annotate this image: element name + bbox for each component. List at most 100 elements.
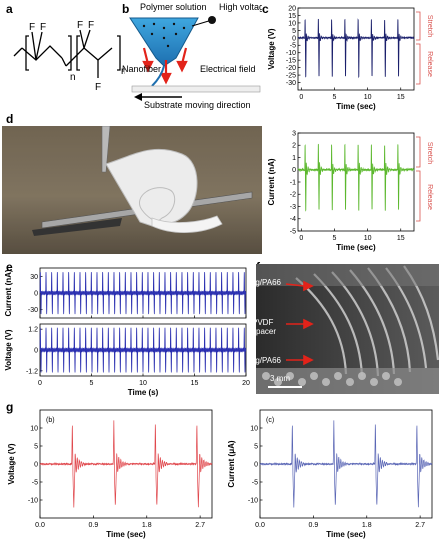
atom-f-1: F	[29, 22, 35, 33]
label-electrical-field: Electrical field	[200, 64, 256, 74]
g_left-inset-label: (b)	[46, 417, 55, 424]
atom-f-4: F	[88, 20, 94, 31]
c-bottom-bracket-release	[416, 170, 421, 222]
c_top-ytick-label: 5	[292, 28, 296, 35]
c_bottom-xtick-label: 10	[364, 235, 372, 242]
e_bottom-ytick-label: -1.2	[26, 368, 38, 375]
c_top-ytick-label: -10	[286, 50, 296, 57]
panel-label-d: d	[6, 112, 14, 126]
panel-label-g: g	[6, 400, 14, 414]
c-top-series-line	[297, 18, 415, 79]
e_bottom-ytick-label: 0	[34, 347, 38, 354]
c-bottom-annot-release: Release	[426, 184, 433, 210]
c_bottom-ytick-label: -4	[290, 216, 296, 223]
c_top-ytick-label: -15	[286, 58, 296, 65]
c_bottom-ytick-label: 0	[292, 167, 296, 174]
atom-f-2: F	[40, 22, 46, 33]
c_bottom-ytick-label: 1	[292, 155, 296, 162]
c_bottom-ytick-label: 3	[292, 130, 296, 137]
chart-g-current: -10 -5 0 5 10 0.0 0.9 1.8 2.7 Time (sec) Current (…	[227, 409, 433, 539]
c_top-xlabel: Time (sec)	[336, 102, 376, 111]
e_bottom-xtick-label: 15	[191, 380, 199, 387]
e_top-ylabel: Current (nA)	[4, 269, 13, 316]
panel-label-c: c	[262, 2, 269, 16]
c-bottom-annot-stretch: Stretch	[426, 142, 433, 164]
c-top-annot-release: Release	[426, 51, 433, 77]
c_bottom-xlabel: Time (sec)	[336, 243, 376, 252]
e_bottom-ytick-label: 1.2	[28, 327, 38, 334]
g_left-ytick-label: -5	[32, 479, 38, 486]
chart-g-voltage: -10 -5 0 5 10 0.0 0.9 1.8 2.7 Time (sec) Voltage (…	[7, 409, 213, 539]
panel-label-a: a	[6, 2, 13, 16]
c_bottom-xtick-label: 0	[299, 235, 303, 242]
e_bottom-xlabel: Time (s)	[128, 388, 159, 397]
e_bottom-ylabel: Voltage (V)	[4, 329, 13, 371]
g_right-series-line	[259, 420, 433, 508]
c_top-xtick-label: 0	[299, 94, 303, 101]
c_top-ytick-label: -30	[286, 80, 296, 87]
label-high-voltage-1: High voltage	[219, 2, 262, 12]
c_bottom-ytick-label: -2	[290, 192, 296, 199]
c_bottom-xtick-label: 15	[397, 235, 405, 242]
photo-film-on-forceps	[2, 126, 262, 254]
c_top-ytick-label: -5	[290, 43, 296, 50]
sem-scale-label: 3 mm	[270, 374, 290, 383]
g_right-xtick-label: 2.7	[415, 522, 425, 529]
g_right-ylabel: Current (μA)	[227, 440, 236, 487]
g_left-xlabel: Time (sec)	[106, 530, 146, 539]
g_right-ytick-label: 0	[254, 461, 258, 468]
sem-label-pvdf: PVDF	[256, 318, 274, 327]
pvdf-structure-diagram: F F F F F n m	[13, 20, 125, 93]
c_top-ytick-label: -25	[286, 73, 296, 80]
electrode-dot	[208, 16, 216, 24]
e_top-ytick-label: -30	[28, 307, 38, 314]
sem-label-spacer: spacer	[256, 327, 277, 336]
c_top-xtick-label: 15	[397, 94, 405, 101]
label-polymer-solution: Polymer solution	[140, 2, 207, 12]
c_bottom-xtick-label: 5	[333, 235, 337, 242]
c_top-ytick-label: 10	[288, 20, 296, 27]
c_top-ytick-label: 15	[288, 13, 296, 20]
e_bottom-xtick-label: 20	[242, 380, 250, 387]
g_left-xtick-label: 1.8	[142, 522, 152, 529]
sem-label-top: Ag/PA66	[256, 278, 281, 287]
e_bottom-xtick-label: 10	[139, 380, 147, 387]
e_top-ytick-label: 0	[34, 290, 38, 297]
subscript-n: n	[70, 72, 76, 83]
c_bottom-ylabel: Current (nA)	[267, 158, 276, 205]
sem-image: Ag/PA66 PVDF spacer Ag/PA66 3 mm	[256, 264, 439, 394]
g_left-xtick-label: 0.0	[35, 522, 45, 529]
c_bottom-ytick-label: -1	[290, 179, 296, 186]
c-top-bracket-release	[416, 43, 421, 85]
g_right-ytick-label: 10	[250, 425, 258, 432]
g_left-xtick-label: 2.7	[195, 522, 205, 529]
g_left-series-line	[39, 420, 213, 508]
c_bottom-ytick-label: -5	[290, 228, 296, 235]
chart-c-current: -5 -4 -3 -2 -1 0 1 2 3 0 5 10 15 Time (sec) Current (n…	[267, 130, 433, 252]
atom-f-5: F	[95, 82, 101, 93]
c-bottom-bracket-stretch	[416, 136, 421, 168]
g_left-ylabel: Voltage (V)	[7, 443, 16, 485]
electrospinning-schematic: Polymer solution High voltage Nanofiber …	[122, 2, 262, 110]
atom-f-3: F	[77, 20, 83, 31]
label-nanofiber: Nanofiber	[122, 64, 161, 74]
subscript-m: m	[121, 66, 125, 77]
c_top-ytick-label: 20	[288, 5, 296, 12]
g_right-ytick-label: -5	[252, 479, 258, 486]
g_left-ytick-label: 0	[34, 461, 38, 468]
label-substrate-direction: Substrate moving direction	[144, 100, 251, 110]
c_top-ytick-label: 0	[292, 35, 296, 42]
panel-label-e: e	[6, 260, 13, 274]
c_top-frame	[297, 7, 415, 91]
c_top-ytick-label: -20	[286, 65, 296, 72]
c-top-annot-stretch: Stretch	[426, 15, 433, 37]
e_top-ytick-label: 30	[30, 274, 38, 281]
g_left-ytick-label: -10	[28, 497, 38, 504]
forceps-upper	[101, 126, 111, 173]
forceps-handle	[32, 218, 122, 236]
g_right-xlabel: Time (sec)	[326, 530, 366, 539]
g_right-inset-label: (c)	[266, 417, 274, 424]
c_top-xtick-label: 5	[333, 94, 337, 101]
